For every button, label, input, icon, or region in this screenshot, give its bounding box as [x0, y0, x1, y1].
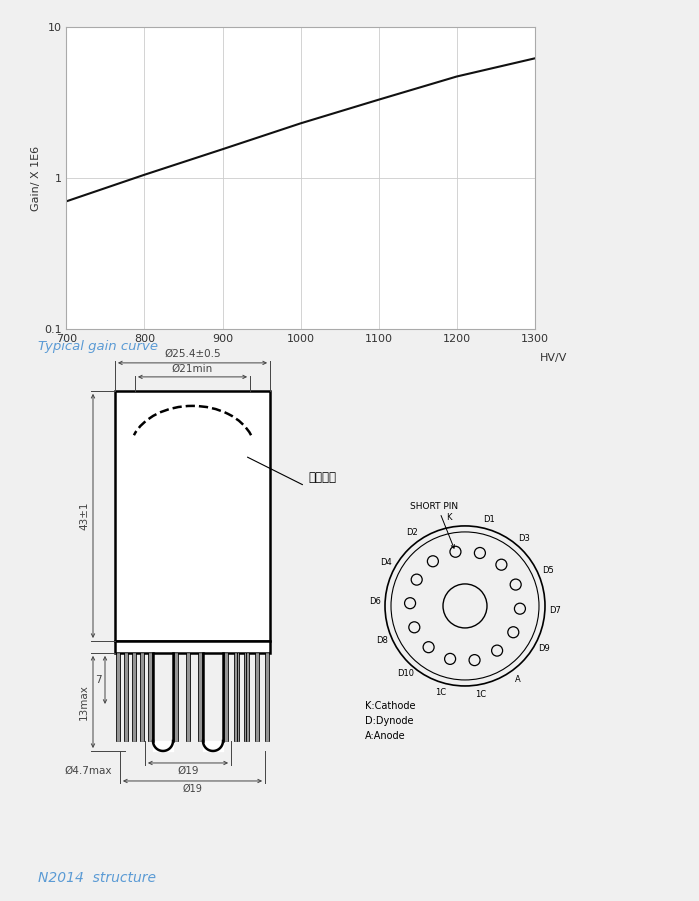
Polygon shape [174, 653, 178, 741]
Polygon shape [224, 653, 229, 741]
Polygon shape [265, 653, 269, 741]
Polygon shape [186, 653, 190, 741]
Text: HV/V: HV/V [540, 353, 567, 363]
Text: 光电阴极: 光电阴极 [308, 471, 336, 484]
Text: K:Cathode
D:Dynode
A:Anode: K:Cathode D:Dynode A:Anode [365, 701, 415, 741]
Text: D6: D6 [369, 597, 381, 606]
Polygon shape [115, 391, 270, 641]
Text: 7: 7 [95, 675, 102, 685]
Text: D5: D5 [542, 567, 554, 576]
Polygon shape [244, 653, 249, 741]
Text: D3: D3 [519, 534, 531, 543]
Text: D7: D7 [549, 606, 561, 614]
Text: Ø21min: Ø21min [172, 364, 213, 374]
Polygon shape [116, 653, 120, 741]
Text: D4: D4 [380, 559, 392, 568]
Text: D8: D8 [376, 636, 388, 645]
Text: K: K [447, 513, 452, 522]
Text: Ø25.4±0.5: Ø25.4±0.5 [164, 349, 221, 359]
Text: Ø4.7max: Ø4.7max [64, 766, 112, 776]
Polygon shape [254, 653, 259, 741]
Text: 13max: 13max [79, 684, 89, 720]
Text: 43±1: 43±1 [79, 502, 89, 530]
Polygon shape [140, 653, 144, 741]
Polygon shape [198, 653, 202, 741]
Polygon shape [131, 653, 136, 741]
Text: D2: D2 [407, 528, 418, 537]
Text: D9: D9 [538, 644, 550, 653]
Text: SHORT PIN: SHORT PIN [410, 502, 458, 511]
Text: Ø19: Ø19 [178, 766, 199, 776]
Text: A: A [514, 675, 521, 684]
Polygon shape [147, 653, 152, 741]
Polygon shape [124, 653, 128, 741]
Polygon shape [234, 653, 238, 741]
Y-axis label: Gain/ X 1E6: Gain/ X 1E6 [31, 145, 41, 211]
Text: N2014  structure: N2014 structure [38, 870, 157, 885]
Text: 1C: 1C [475, 690, 487, 699]
Text: 1C: 1C [435, 688, 446, 697]
Text: D1: D1 [484, 514, 496, 523]
Text: D10: D10 [397, 669, 414, 678]
Polygon shape [115, 641, 270, 653]
Text: Typical gain curve: Typical gain curve [38, 340, 159, 352]
Text: Ø19: Ø19 [182, 784, 203, 794]
